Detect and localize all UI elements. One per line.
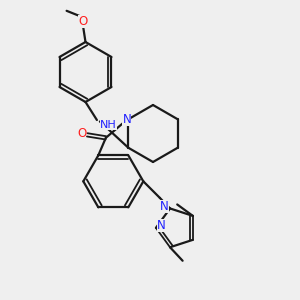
Text: N: N — [157, 219, 166, 232]
Text: NH: NH — [100, 119, 117, 130]
Text: N: N — [122, 113, 131, 126]
Text: N: N — [160, 200, 169, 212]
Text: O: O — [79, 14, 88, 28]
Text: O: O — [77, 127, 86, 140]
